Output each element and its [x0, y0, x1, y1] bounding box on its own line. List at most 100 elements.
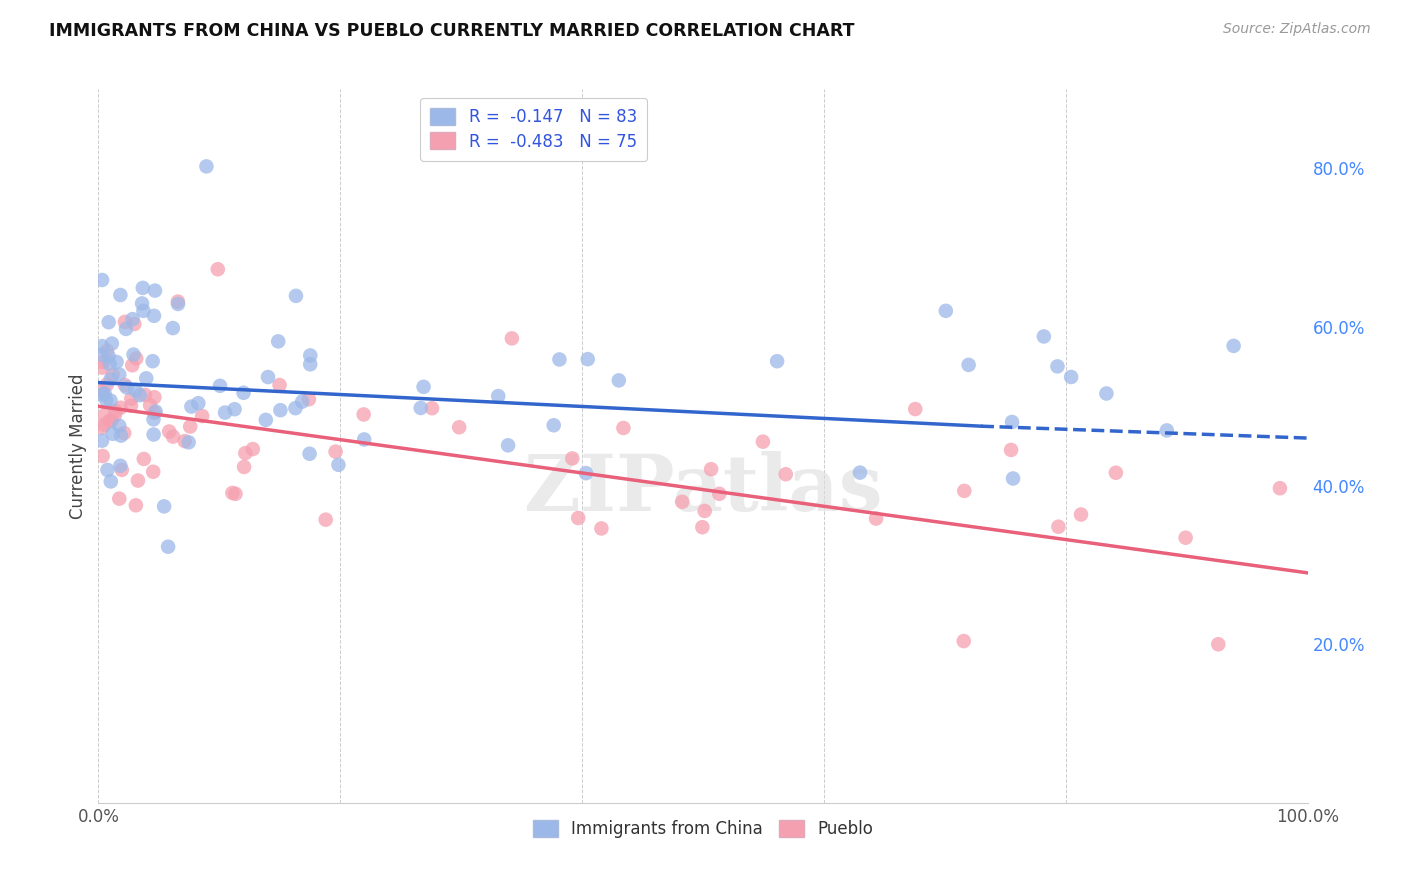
Point [127, 474, 149, 488]
Point [412, 380, 434, 394]
Text: IMMIGRANTS FROM CHINA VS PUEBLO CURRENTLY MARRIED CORRELATION CHART: IMMIGRANTS FROM CHINA VS PUEBLO CURRENTL… [49, 22, 855, 40]
Point [693, 504, 716, 518]
Point [221, 486, 243, 500]
Point [132, 452, 155, 467]
Point [224, 487, 246, 501]
Point [143, 406, 166, 420]
Point [91, 449, 114, 463]
Point [1000, 442, 1022, 457]
Point [153, 500, 176, 514]
Point [114, 315, 136, 329]
Point [110, 288, 132, 302]
Point [142, 465, 165, 479]
Point [142, 427, 165, 442]
Point [449, 420, 471, 434]
Point [233, 459, 256, 474]
Point [135, 371, 157, 385]
Point [121, 359, 143, 373]
Point [269, 403, 291, 417]
Point [353, 408, 375, 422]
Point [849, 466, 872, 480]
Point [257, 370, 280, 384]
Point [325, 444, 347, 458]
Point [420, 401, 443, 416]
Point [299, 357, 322, 371]
Point [145, 404, 167, 418]
Point [254, 413, 277, 427]
Point [865, 511, 887, 525]
Point [224, 402, 246, 417]
Point [101, 368, 124, 382]
Point [1002, 471, 1025, 485]
Point [120, 399, 142, 413]
Point [315, 513, 337, 527]
Point [409, 401, 432, 415]
Point [100, 393, 122, 408]
Point [100, 413, 122, 427]
Point [267, 334, 290, 349]
Point [766, 354, 789, 368]
Point [104, 404, 127, 418]
Point [98, 357, 121, 371]
Point [131, 296, 153, 310]
Point [124, 317, 146, 331]
Point [671, 495, 693, 509]
Point [775, 467, 797, 482]
Point [952, 634, 974, 648]
Point [157, 425, 180, 439]
Text: ZIPatlas: ZIPatlas [523, 450, 883, 527]
Point [167, 297, 190, 311]
Point [111, 463, 134, 477]
Point [191, 409, 214, 423]
Point [575, 466, 598, 480]
Point [195, 160, 218, 174]
Point [692, 520, 714, 534]
Point [91, 273, 114, 287]
Point [284, 289, 307, 303]
Point [607, 373, 630, 387]
Point [101, 336, 124, 351]
Point [1105, 466, 1128, 480]
Point [157, 540, 180, 554]
Point [115, 322, 138, 336]
Point [100, 475, 122, 489]
Point [179, 419, 201, 434]
Point [121, 312, 143, 326]
Point [187, 396, 209, 410]
Point [98, 414, 121, 428]
Point [591, 521, 613, 535]
Point [567, 511, 589, 525]
Point [1095, 386, 1118, 401]
Point [752, 434, 775, 449]
Text: Source: ZipAtlas.com: Source: ZipAtlas.com [1223, 22, 1371, 37]
Point [108, 368, 131, 382]
Point [935, 303, 957, 318]
Point [1156, 424, 1178, 438]
Point [110, 458, 132, 473]
Point [91, 355, 114, 369]
Point [957, 358, 980, 372]
Point [1046, 359, 1069, 374]
Point [1032, 329, 1054, 343]
Point [269, 378, 291, 392]
Point [115, 380, 138, 394]
Point [1222, 339, 1244, 353]
Point [125, 351, 148, 366]
Point [173, 434, 195, 448]
Point [298, 392, 321, 407]
Point [108, 418, 131, 433]
Point [93, 386, 115, 401]
Point [91, 434, 114, 448]
Point [353, 433, 375, 447]
Point [904, 402, 927, 417]
Point [132, 304, 155, 318]
Point [91, 339, 114, 353]
Point [242, 442, 264, 456]
Point [284, 401, 307, 416]
Point [91, 387, 114, 401]
Point [96, 463, 118, 477]
Point [501, 331, 523, 345]
Point [143, 390, 166, 404]
Point [143, 309, 166, 323]
Point [543, 418, 565, 433]
